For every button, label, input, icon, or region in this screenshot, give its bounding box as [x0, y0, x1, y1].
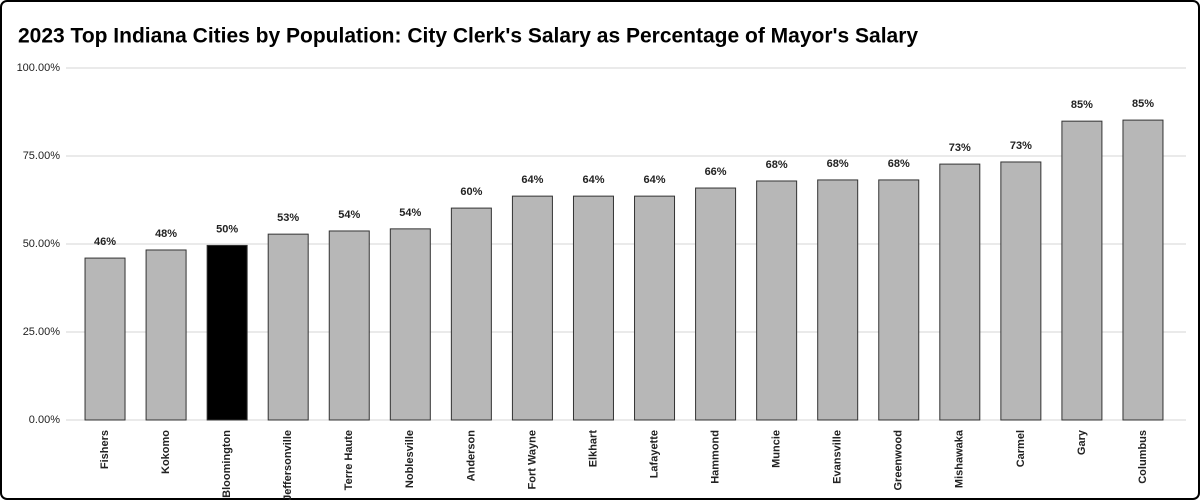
bar — [756, 180, 798, 421]
x-tick-label: Greenwood — [893, 430, 905, 491]
x-tick-label: Muncie — [771, 430, 783, 468]
value-label: 85% — [1132, 98, 1154, 110]
x-tick-label: Bloomington — [221, 430, 233, 498]
x-tick-label: Kokomo — [160, 430, 172, 474]
x-tick-label: Gary — [1076, 429, 1088, 455]
bar — [572, 195, 614, 421]
value-label: 68% — [766, 159, 788, 171]
bar — [817, 179, 859, 421]
value-label: 64% — [582, 174, 604, 186]
value-label: 64% — [644, 174, 666, 186]
chart-title: 2023 Top Indiana Cities by Population: C… — [18, 25, 918, 48]
bar — [511, 195, 553, 421]
y-tick-label: 25.00% — [23, 326, 61, 338]
value-label: 64% — [521, 174, 543, 186]
bar — [84, 257, 126, 421]
value-label: 66% — [705, 166, 727, 178]
value-label: 85% — [1071, 99, 1093, 111]
value-label: 53% — [277, 212, 299, 224]
y-tick-label: 0.00% — [29, 414, 60, 426]
bar — [450, 207, 492, 421]
value-label: 46% — [94, 236, 116, 248]
value-label: 73% — [1010, 140, 1032, 152]
x-tick-label: Evansville — [832, 430, 844, 484]
bar — [939, 163, 981, 421]
bar — [634, 195, 676, 421]
bar — [878, 179, 920, 421]
bar — [389, 228, 431, 421]
x-tick-label: Mishawaka — [954, 429, 966, 488]
bar — [206, 244, 248, 421]
x-tick-label: Lafayette — [648, 430, 660, 478]
x-tick-label: Carmel — [1015, 430, 1027, 467]
value-label: 73% — [949, 142, 971, 154]
x-tick-label: Hammond — [709, 430, 721, 484]
value-label: 60% — [460, 186, 482, 198]
x-tick-label: Fishers — [99, 430, 111, 469]
x-tick-label: Jeffersonville — [282, 430, 294, 500]
bar — [1122, 119, 1164, 421]
value-label: 68% — [827, 158, 849, 170]
value-label: 54% — [399, 207, 421, 219]
x-tick-label: Columbus — [1137, 430, 1149, 484]
bar — [1000, 161, 1042, 421]
y-tick-label: 50.00% — [23, 238, 61, 250]
value-label: 68% — [888, 158, 910, 170]
value-label: 50% — [216, 223, 238, 235]
value-label: 48% — [155, 228, 177, 240]
x-tick-label: Fort Wayne — [526, 430, 538, 490]
bar — [145, 249, 187, 421]
y-tick-label: 75.00% — [23, 150, 61, 162]
x-tick-label: Elkhart — [587, 430, 599, 468]
value-label: 54% — [338, 209, 360, 221]
x-tick-label: Terre Haute — [343, 430, 355, 490]
bar — [267, 233, 309, 421]
y-tick-label: 100.00% — [17, 62, 61, 74]
x-tick-label: Anderson — [465, 430, 477, 482]
bar — [328, 230, 370, 421]
x-tick-label: Noblesville — [404, 430, 416, 488]
bar — [1061, 120, 1103, 421]
bar — [695, 187, 737, 421]
